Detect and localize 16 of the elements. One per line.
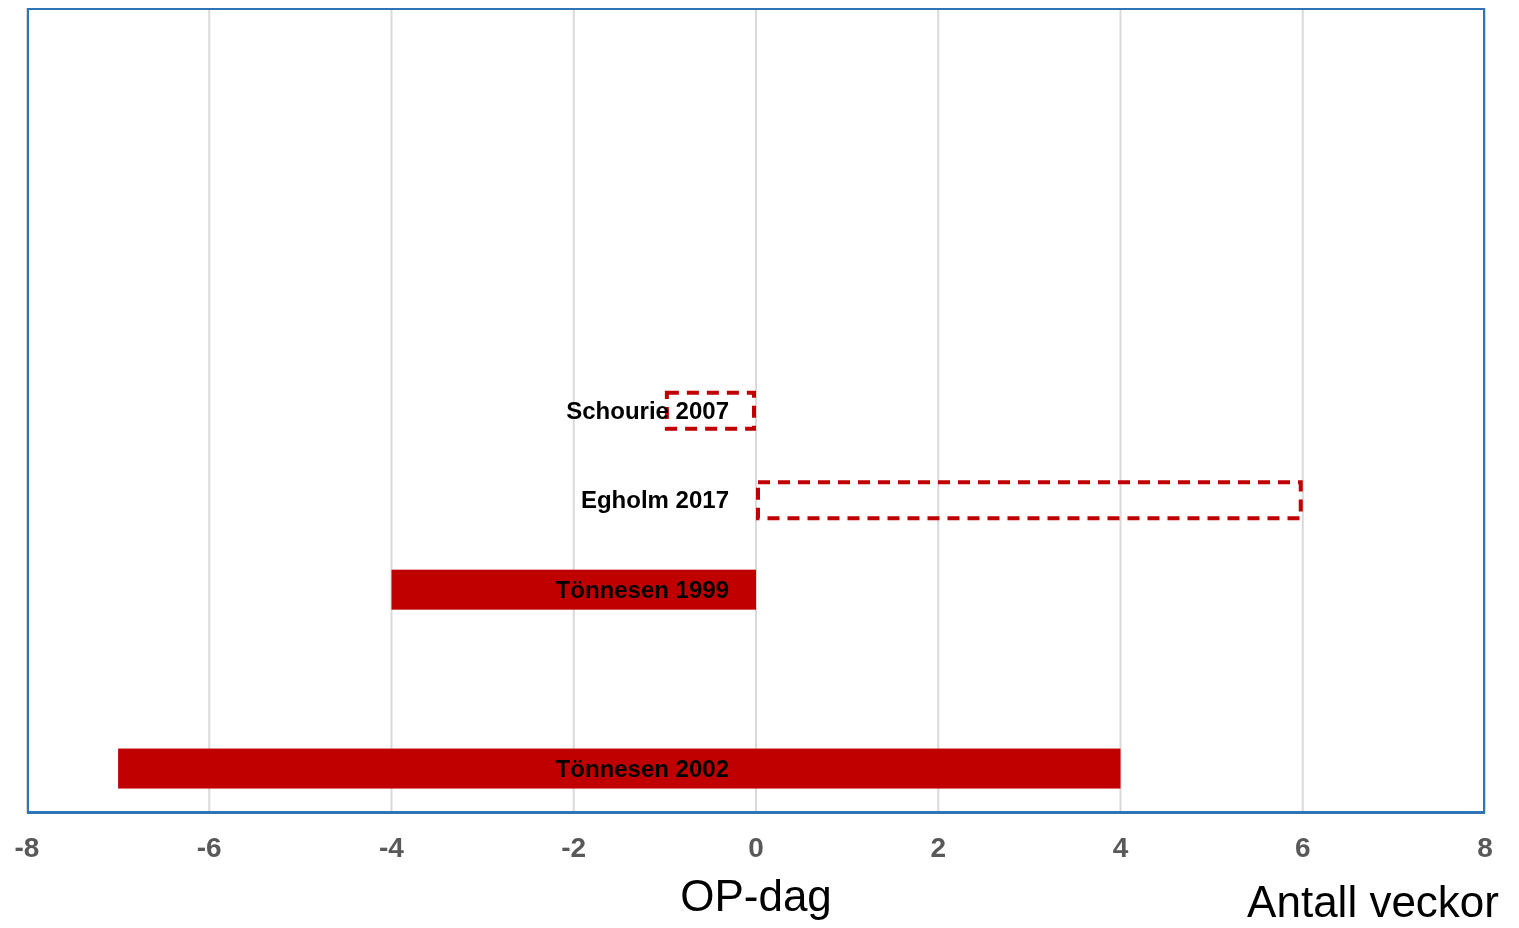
x-tick-label: 6 <box>1294 831 1311 863</box>
x-tick-label: -2 <box>561 831 587 863</box>
text: OP-dag <box>680 871 832 921</box>
x-tick-label: 0 <box>748 831 764 863</box>
x-tick-label: -8 <box>14 831 40 863</box>
x-axis-title: Antall veckor <box>1247 877 1499 926</box>
y-tick-label: Egholm 2017 <box>580 486 729 514</box>
x-tick-label: 2 <box>930 831 947 863</box>
y-tick-label: Schourie 2007 <box>566 396 729 424</box>
y-tick-label: Tönnesen 2002 <box>555 754 729 782</box>
x-tick-label: -6 <box>196 831 222 863</box>
bar <box>118 748 1121 789</box>
x-tick-label: 8 <box>1477 831 1493 863</box>
x-tick-label: -4 <box>379 831 405 863</box>
x-tick-label: 4 <box>1112 831 1129 863</box>
y-tick-label: Tönnesen 1999 <box>555 575 729 603</box>
